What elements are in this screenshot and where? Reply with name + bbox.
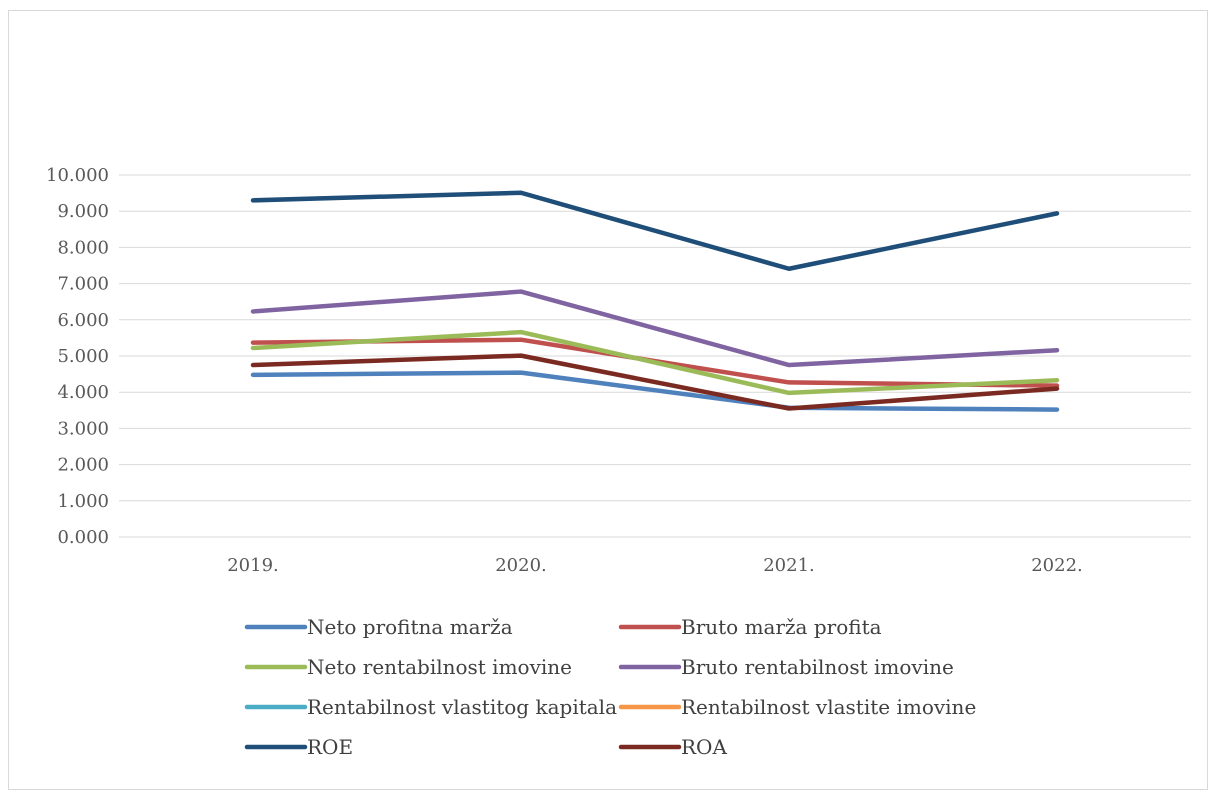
legend-item: Rentabilnost vlastitog kapitala bbox=[244, 695, 617, 719]
y-tick-label: 8.000 bbox=[57, 237, 109, 258]
x-tick-label: 2019. bbox=[227, 555, 279, 576]
y-tick-label: 1.000 bbox=[57, 491, 109, 512]
series-line-neto-rentabilnost-imovine bbox=[250, 329, 1060, 396]
series-line-roa bbox=[250, 353, 1060, 411]
x-tick-label: 2021. bbox=[763, 555, 815, 576]
legend-item: ROE bbox=[244, 735, 353, 759]
series-line-roe bbox=[250, 190, 1060, 272]
x-tick-label: 2020. bbox=[495, 555, 547, 576]
series-line-bruto-rentabilnost-imovine bbox=[250, 289, 1060, 368]
legend-label: Bruto rentabilnost imovine bbox=[681, 655, 954, 679]
legend-label: ROA bbox=[681, 735, 727, 759]
y-tick-label: 5.000 bbox=[57, 346, 109, 367]
x-axis-tick-labels: 2019. 2020. 2021. 2022. bbox=[227, 555, 1083, 576]
legend-item: ROA bbox=[618, 735, 727, 759]
legend-label: Rentabilnost vlastite imovine bbox=[681, 695, 976, 719]
y-tick-label: 6.000 bbox=[57, 310, 109, 331]
y-tick-label: 0.000 bbox=[57, 527, 109, 548]
legend-label: Neto rentabilnost imovine bbox=[307, 655, 572, 679]
y-tick-label: 2.000 bbox=[57, 455, 109, 476]
legend-item: Neto rentabilnost imovine bbox=[244, 655, 572, 679]
legend-item: Rentabilnost vlastite imovine bbox=[618, 695, 976, 719]
y-tick-label: 7.000 bbox=[57, 274, 109, 295]
series-line-neto-profitna-mar-a bbox=[250, 370, 1060, 412]
y-tick-label: 9.000 bbox=[57, 201, 109, 222]
legend-item: Neto profitna marža bbox=[244, 615, 513, 639]
line-chart: 0.000 1.000 2.000 3.000 4.000 5.000 6.000 7.000… bbox=[46, 165, 1191, 759]
chart-frame: 0.000 1.000 2.000 3.000 4.000 5.000 6.000 7.000… bbox=[8, 10, 1208, 790]
legend-item: Bruto rentabilnost imovine bbox=[618, 655, 954, 679]
y-tick-label: 10.000 bbox=[46, 165, 109, 186]
y-axis-tick-labels: 0.000 1.000 2.000 3.000 4.000 5.000 6.000 7.000… bbox=[46, 165, 109, 548]
legend: Neto profitna marža Bruto marža profita Ne… bbox=[244, 615, 976, 759]
legend-item: Bruto marža profita bbox=[618, 615, 882, 639]
y-tick-label: 4.000 bbox=[57, 382, 109, 403]
legend-label: Rentabilnost vlastitog kapitala bbox=[307, 695, 617, 719]
series-lines bbox=[250, 190, 1060, 412]
legend-label: Neto profitna marža bbox=[307, 615, 513, 639]
x-tick-label: 2022. bbox=[1031, 555, 1083, 576]
y-tick-label: 3.000 bbox=[57, 418, 109, 439]
legend-label: Bruto marža profita bbox=[681, 615, 882, 639]
legend-label: ROE bbox=[307, 735, 353, 759]
